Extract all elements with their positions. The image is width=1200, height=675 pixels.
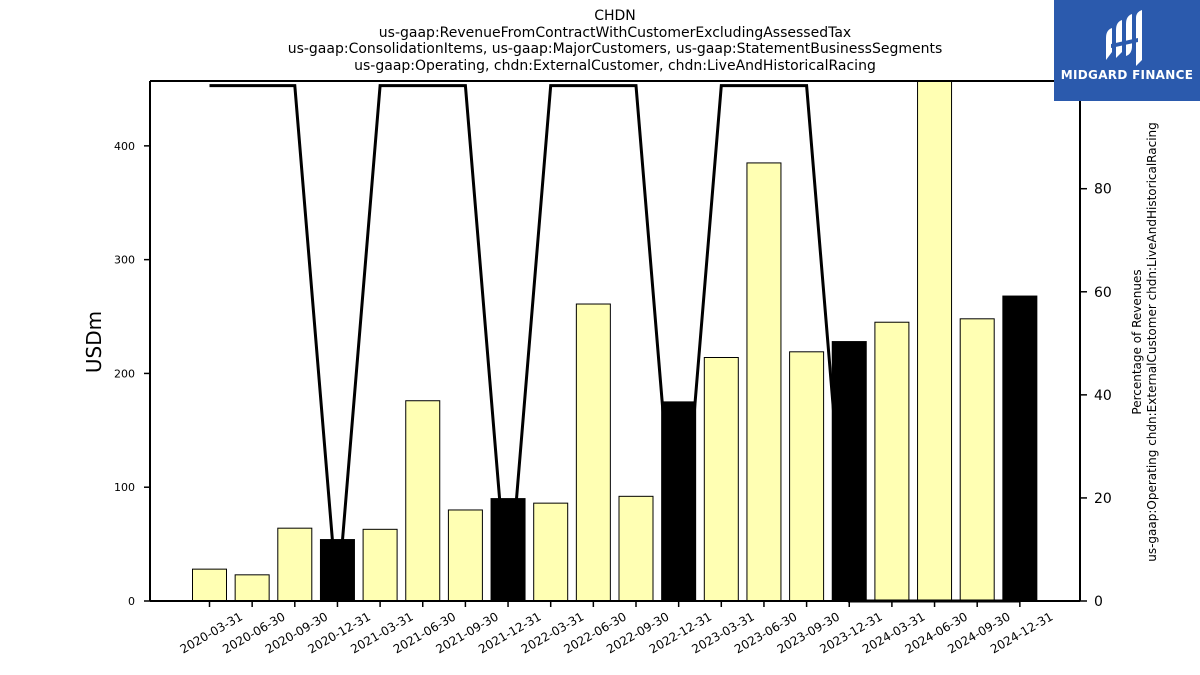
bar-2024-03-31 [874,321,910,602]
bar-2022-03-31 [533,502,569,602]
chart-title: CHDN [594,8,636,24]
bar-2023-03-31 [703,356,739,602]
logo-mark-icon [1106,10,1142,66]
bar-2020-03-31 [192,568,227,602]
y2-tick-label-40: 40 [1094,388,1112,404]
y2-tick-label-80: 80 [1094,182,1112,198]
logo-text: MIDGARD FINANCE [1060,68,1194,82]
bar-2022-06-30 [575,303,611,602]
bar-2021-03-31 [362,528,398,602]
bar-2024-12-31 [1002,295,1038,602]
y-axis-label: USDm [82,311,106,373]
bar-2022-09-30 [618,495,654,602]
y-tick-label-400: 400 [114,140,135,153]
y2-axis-label-line1: Percentage of Revenues [1130,269,1144,414]
y2-axis-label-line2: us-gaap:Operating chdn:ExternalCustomer … [1145,122,1159,562]
chart-subtitle-members: us-gaap:Operating, chdn:ExternalCustomer… [354,58,876,74]
bar-2021-09-30 [447,509,483,602]
y-tick-label-100: 100 [114,481,135,494]
y-tick-label-300: 300 [114,254,135,267]
y-tick-label-200: 200 [114,367,135,380]
bar-2020-09-30 [277,527,313,602]
y-tick-label-0: 0 [128,595,135,608]
y2-tick-label-0: 0 [1094,594,1103,610]
bar-2021-06-30 [405,400,441,602]
bar-2024-06-30 [917,80,953,602]
y2-tick-label-60: 60 [1094,285,1112,301]
bar-2020-06-30 [234,574,270,602]
bar-2023-06-30 [746,162,782,602]
chart-subtitle-axes: us-gaap:ConsolidationItems, us-gaap:Majo… [287,41,943,57]
chart-subtitle-metric: us-gaap:RevenueFromContractWithCustomerE… [378,25,852,41]
brand-logo: MIDGARD FINANCE [1054,0,1200,101]
bar-2024-09-30 [959,318,995,602]
bar-2023-09-30 [789,351,825,602]
bar-2022-12-31 [661,401,697,602]
y2-tick-label-20: 20 [1094,491,1112,507]
